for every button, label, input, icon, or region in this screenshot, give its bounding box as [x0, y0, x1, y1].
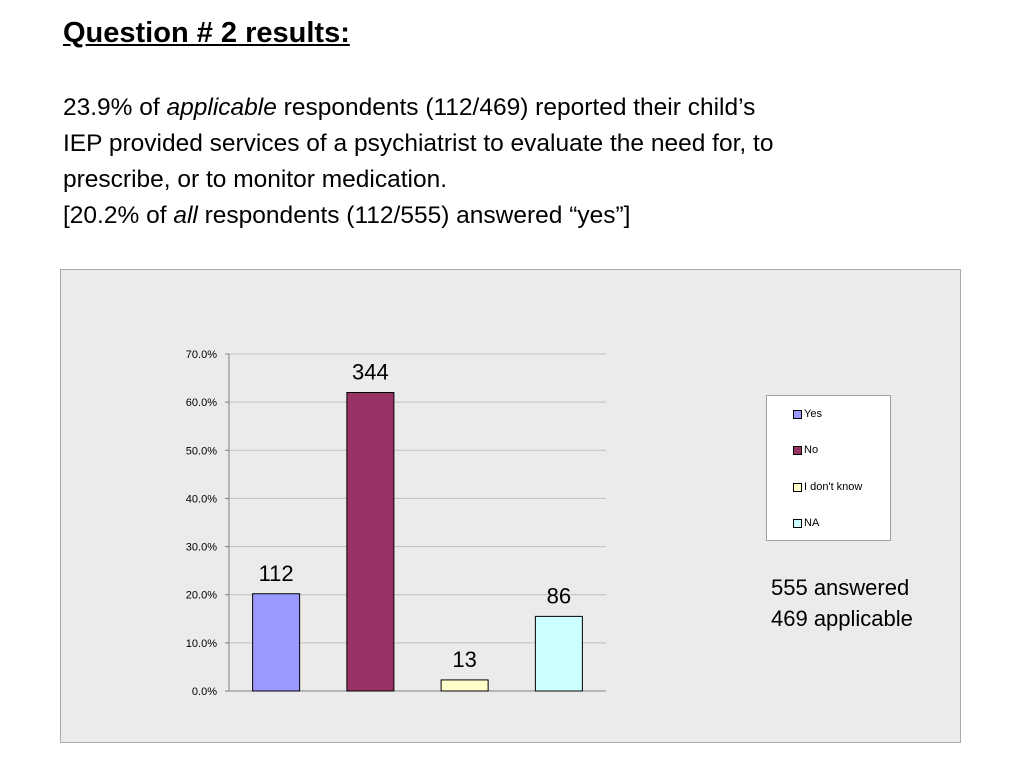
- data-label: 344: [352, 360, 389, 385]
- y-tick-label: 40.0%: [186, 493, 217, 505]
- line4-post: respondents (112/555) answered “yes”]: [197, 202, 631, 229]
- legend-label-dont-know: I don't know: [804, 481, 863, 493]
- legend-item-yes: Yes: [793, 407, 822, 421]
- chart-area: 0.0% 10.0% 20.0% 30.0% 40.0% 50.0% 60.0% 70.0% 1…: [60, 269, 961, 743]
- legend-swatch-no: [793, 445, 802, 455]
- bar-na: [534, 615, 583, 692]
- y-tick-label: 10.0%: [186, 638, 217, 650]
- applicable-count: 469 applicable: [771, 606, 913, 631]
- y-tick-label: 20.0%: [186, 590, 217, 602]
- chart-legend: Yes No I don't know NA: [766, 395, 891, 541]
- line1-pre: 23.9% of: [63, 94, 167, 121]
- paragraph-line-4: [20.2% of all respondents (112/555) answ…: [63, 198, 963, 234]
- data-label: 86: [547, 583, 571, 608]
- summary-paragraph: 23.9% of applicable respondents (112/469…: [63, 90, 963, 234]
- data-label: 13: [452, 647, 476, 672]
- legend-swatch-dont-know: [793, 482, 802, 492]
- emphasis-applicable: applicable: [166, 94, 277, 121]
- y-tick-label: 0.0%: [192, 686, 217, 698]
- y-tick-label: 50.0%: [186, 445, 217, 457]
- bar-no: [346, 392, 395, 692]
- legend-swatch-na: [793, 518, 802, 528]
- data-label: 112: [259, 561, 294, 586]
- page-title: Question # 2 results:: [63, 17, 350, 49]
- legend-swatch-yes: [793, 409, 802, 419]
- y-tick-label: 60.0%: [186, 397, 217, 409]
- legend-item-na: NA: [793, 516, 819, 530]
- bar-i-don-t-know: [440, 679, 489, 692]
- y-tick-label: 70.0%: [186, 349, 217, 361]
- bar-yes: [252, 593, 301, 692]
- paragraph-line-1: 23.9% of applicable respondents (112/469…: [63, 90, 963, 126]
- bar-chart: 0.0% 10.0% 20.0% 30.0% 40.0% 50.0% 60.0% 70.0% 1…: [186, 349, 606, 698]
- paragraph-line-3: prescribe, or to monitor medication.: [63, 166, 447, 193]
- legend-label-yes: Yes: [804, 408, 822, 420]
- y-tick-label: 30.0%: [186, 542, 217, 554]
- paragraph-line-2: IEP provided services of a psychiatrist …: [63, 130, 774, 157]
- response-summary: 555 answered 469 applicable: [771, 572, 913, 634]
- legend-item-no: No: [793, 443, 818, 457]
- emphasis-all: all: [173, 202, 198, 229]
- legend-label-na: NA: [804, 517, 820, 529]
- answered-count: 555 answered: [771, 575, 910, 600]
- legend-item-dont-know: I don't know: [793, 480, 862, 494]
- legend-label-no: No: [804, 444, 819, 456]
- line4-pre: [20.2% of: [63, 202, 174, 229]
- line1-post: respondents (112/469) reported their chi…: [276, 94, 756, 121]
